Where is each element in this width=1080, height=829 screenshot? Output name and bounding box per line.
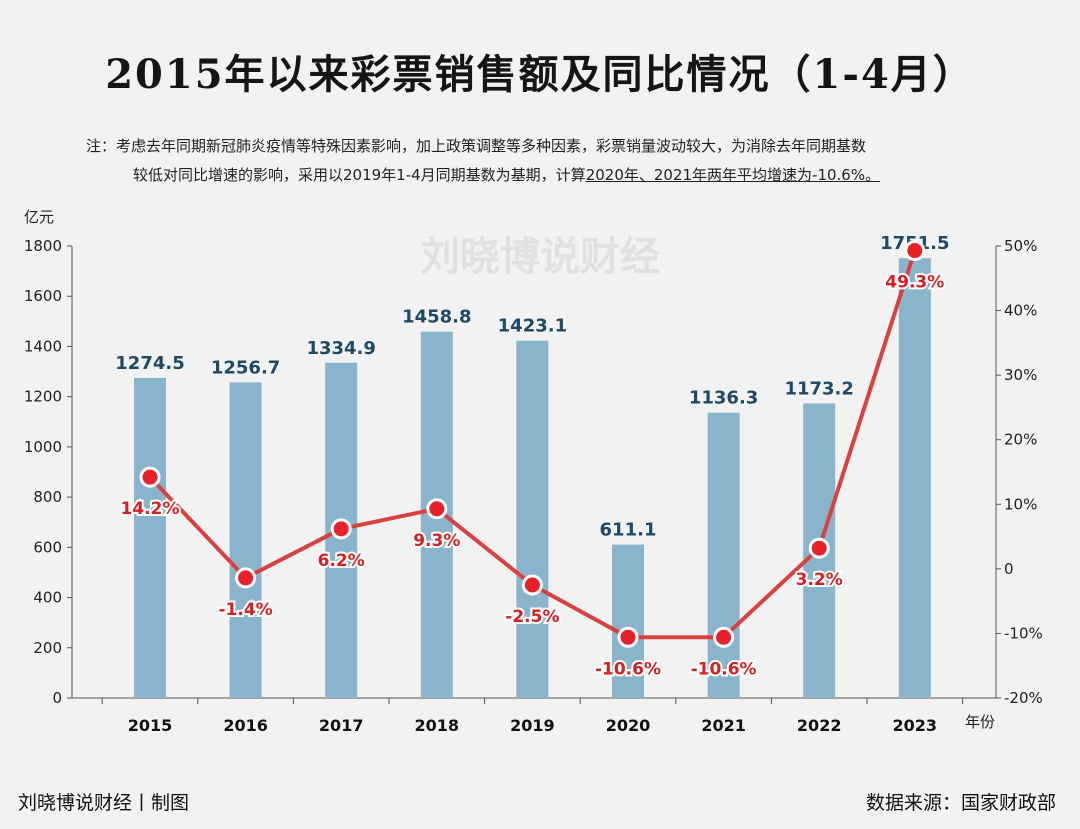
- right-tick-label: -20%: [1004, 689, 1043, 707]
- left-tick-label: 1600: [24, 287, 62, 305]
- x-tick-label: 2019: [510, 716, 555, 735]
- left-tick-label: 1000: [24, 438, 62, 456]
- growth-marker: [808, 537, 830, 559]
- footer-credit: 刘晓博说财经丨制图: [18, 792, 190, 814]
- bar: [707, 412, 740, 698]
- growth-pct-label: 9.3%: [413, 531, 460, 551]
- x-tick-label: 2018: [415, 716, 460, 735]
- watermark: 刘晓博说财经: [420, 234, 660, 280]
- note-line-2-underlined: 2020年、2021年两年平均增速为-10.6%。: [585, 166, 881, 184]
- growth-marker: [330, 518, 352, 540]
- growth-pct-label: 6.2%: [318, 551, 365, 571]
- left-tick-label: 200: [33, 639, 62, 657]
- left-tick-label: 1200: [24, 388, 62, 406]
- right-tick-label: 30%: [1004, 366, 1037, 384]
- bar: [134, 377, 166, 698]
- right-tick-label: 50%: [1004, 237, 1037, 255]
- y-axis-label: 亿元: [24, 208, 54, 226]
- x-tick-label: 2017: [319, 716, 364, 735]
- left-tick-label: 800: [33, 488, 62, 506]
- bar-value-label: 1274.5: [115, 353, 184, 374]
- left-tick-label: 400: [33, 589, 62, 607]
- x-tick-label: 2021: [701, 716, 746, 735]
- bar: [229, 382, 262, 698]
- bar: [516, 340, 549, 698]
- note-line-2-prefix: 较低对同比增速的影响，采用以2019年1-4月同期基数为基期，计算: [133, 166, 586, 184]
- x-tick-label: 2023: [893, 716, 938, 735]
- growth-marker: [235, 567, 257, 589]
- growth-marker: [139, 466, 161, 488]
- bar-value-label: 1256.7: [211, 357, 280, 378]
- x-tick-label: 2015: [128, 716, 173, 735]
- left-tick-label: 1800: [24, 237, 62, 255]
- x-tick-label: 2016: [223, 716, 268, 735]
- growth-marker: [521, 574, 543, 596]
- left-tick-label: 600: [33, 538, 62, 556]
- growth-pct-label: -10.6%: [595, 659, 661, 679]
- right-tick-label: 10%: [1004, 495, 1037, 513]
- right-tick-label: 20%: [1004, 431, 1037, 449]
- note-line-2: 较低对同比增速的影响，采用以2019年1-4月同期基数为基期，计算2020年、2…: [133, 164, 1080, 185]
- bar: [898, 258, 931, 698]
- x-tick-label: 2020: [606, 716, 651, 735]
- right-tick-label: -10%: [1004, 624, 1043, 642]
- growth-pct-label: 3.2%: [796, 570, 843, 590]
- growth-pct-label: -1.4%: [218, 600, 272, 620]
- growth-pct-label: -2.5%: [505, 607, 559, 627]
- note-line-1: 注：考虑去年同期新冠肺炎疫情等特殊因素影响，加上政策调整等多种因素，彩票销量波动…: [86, 137, 867, 155]
- bar-value-label: 1173.2: [784, 378, 853, 399]
- right-tick-label: 40%: [1004, 302, 1037, 320]
- left-tick-label: 1400: [24, 337, 62, 355]
- right-tick-label: 0: [1004, 560, 1014, 578]
- growth-marker: [426, 498, 448, 520]
- left-tick-label: 0: [52, 689, 62, 707]
- growth-pct-label: 49.3%: [885, 273, 944, 293]
- growth-marker: [617, 626, 639, 648]
- bar-value-label: 611.1: [600, 520, 657, 541]
- footer-source: 数据来源：国家财政部: [865, 792, 1056, 814]
- growth-pct-label: -10.6%: [691, 659, 757, 679]
- growth-marker: [713, 626, 735, 648]
- bar-value-label: 1458.8: [402, 307, 471, 328]
- growth-marker: [904, 240, 926, 262]
- growth-pct-label: 14.2%: [121, 499, 180, 519]
- bar-value-label: 1136.3: [689, 388, 758, 409]
- chart-title: 2015年以来彩票销售额及同比情况（1-4月）: [105, 51, 975, 98]
- bar-value-label: 1423.1: [498, 316, 567, 337]
- x-tick-label: 2022: [797, 716, 842, 735]
- bar-value-label: 1334.9: [306, 338, 375, 359]
- bar: [612, 544, 644, 698]
- x-axis-label: 年份: [965, 713, 995, 731]
